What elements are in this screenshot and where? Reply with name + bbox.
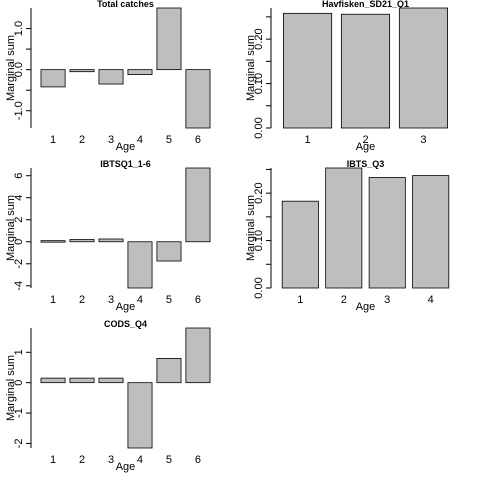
x-tick-label: 1 (297, 294, 303, 306)
bar-age-1 (40, 69, 66, 88)
panel-title: IBTSQ1_1-6 (100, 159, 151, 169)
x-tick-label: 4 (137, 134, 143, 146)
y-tick-label: 0 (13, 239, 25, 245)
x-tick-label: 4 (428, 294, 434, 306)
y-tick-label: -1.0 (13, 101, 25, 120)
x-tick-label: 1 (50, 454, 56, 466)
x-tick-label: 3 (108, 294, 114, 306)
x-tick-label: 2 (79, 454, 85, 466)
bar-age-2 (69, 377, 95, 384)
x-tick-label: 5 (166, 134, 172, 146)
panel-title: Havfisken_SD21_Q1 (322, 0, 409, 9)
x-tick-label: 3 (420, 134, 426, 146)
y-tick-label: 1.0 (13, 21, 25, 36)
bar-age-5 (156, 7, 182, 71)
y-tick-label: 0 (13, 380, 25, 386)
bar-age-6 (185, 69, 211, 129)
y-tick-label: 0.10 (253, 230, 265, 251)
bar-age-2 (325, 167, 363, 289)
bar-age-4 (127, 382, 153, 449)
bar-age-5 (156, 241, 182, 262)
y-axis-title: Marginal sum (245, 35, 257, 101)
bar-age-4 (127, 241, 153, 289)
bar-age-6 (185, 167, 211, 243)
x-tick-label: 4 (137, 454, 143, 466)
y-axis-title: Marginal sum (5, 35, 17, 101)
bar-age-3 (368, 177, 406, 289)
bar-age-1 (281, 200, 319, 289)
y-axis-title: Marginal sum (245, 195, 257, 261)
bar-age-3 (98, 377, 124, 384)
x-tick-label: 6 (195, 454, 201, 466)
bar-age-2 (69, 239, 95, 243)
x-tick-label: 6 (195, 294, 201, 306)
y-tick-label: -2 (13, 439, 25, 449)
x-axis-title: Age (116, 141, 136, 153)
y-tick-label: 2 (13, 217, 25, 223)
panel-title: Total catches (97, 0, 154, 9)
x-tick-label: 2 (79, 294, 85, 306)
x-tick-label: 3 (108, 134, 114, 146)
x-tick-label: 2 (79, 134, 85, 146)
bar-age-1 (282, 12, 333, 129)
bar-age-3 (398, 7, 449, 129)
y-tick-label: 0.00 (253, 117, 265, 138)
panel-title: IBTS_Q3 (347, 159, 385, 169)
panel-title: CODS_Q4 (104, 319, 147, 329)
panel-2: Havfisken_SD21_Q1 1 2 3 Age 0.00 0.10 0.20Margi… (245, 0, 449, 153)
x-axis-title: Age (356, 141, 376, 153)
x-tick-label: 2 (362, 134, 368, 146)
y-tick-label: -2 (13, 259, 25, 269)
y-axis-title: Marginal sum (5, 195, 17, 261)
bar-age-4 (412, 175, 450, 289)
bar-age-1 (40, 377, 66, 384)
x-tick-label: 6 (195, 134, 201, 146)
y-tick-label: 0.0 (13, 62, 25, 77)
bar-age-4 (127, 69, 153, 75)
y-tick-label: 0.20 (253, 182, 265, 203)
y-tick-label: -1 (13, 408, 25, 418)
x-tick-label: 5 (166, 454, 172, 466)
bar-age-5 (156, 357, 182, 384)
bar-age-2 (69, 69, 95, 73)
panel-3: IBTSQ1_1-6 1 2 3 4 5 6 Age -4 -2 0 2 4 6 Marginal sum (5, 159, 211, 313)
bar-age-2 (340, 13, 391, 129)
bar-age-3 (98, 69, 124, 85)
x-tick-label: 5 (166, 294, 172, 306)
x-tick-label: 2 (341, 294, 347, 306)
y-tick-label: 4 (13, 195, 25, 201)
x-axis-title: Age (116, 461, 136, 473)
bar-age-3 (98, 238, 124, 243)
y-axis-title: Marginal sum (5, 355, 17, 421)
y-tick-label: 0.00 (253, 277, 265, 298)
x-tick-label: 1 (50, 294, 56, 306)
x-tick-label: 4 (137, 294, 143, 306)
x-tick-label: 1 (304, 134, 310, 146)
y-tick-label: 0.10 (253, 73, 265, 94)
bar-age-6 (185, 327, 211, 384)
y-tick-label: 0.20 (253, 28, 265, 49)
x-tick-label: 3 (384, 294, 390, 306)
y-tick-label: -4 (13, 281, 25, 291)
panel-1: Total catches 1 2 3 4 5 6 Age -1.0 0.0 1.0Marginal… (5, 0, 211, 153)
y-tick-label: 1 (13, 349, 25, 355)
x-tick-label: 3 (108, 454, 114, 466)
y-tick-label: 6 (13, 173, 25, 179)
x-axis-title: Age (356, 301, 376, 313)
bar-age-1 (40, 240, 66, 243)
x-tick-label: 1 (50, 134, 56, 146)
x-axis-title: Age (116, 301, 136, 313)
